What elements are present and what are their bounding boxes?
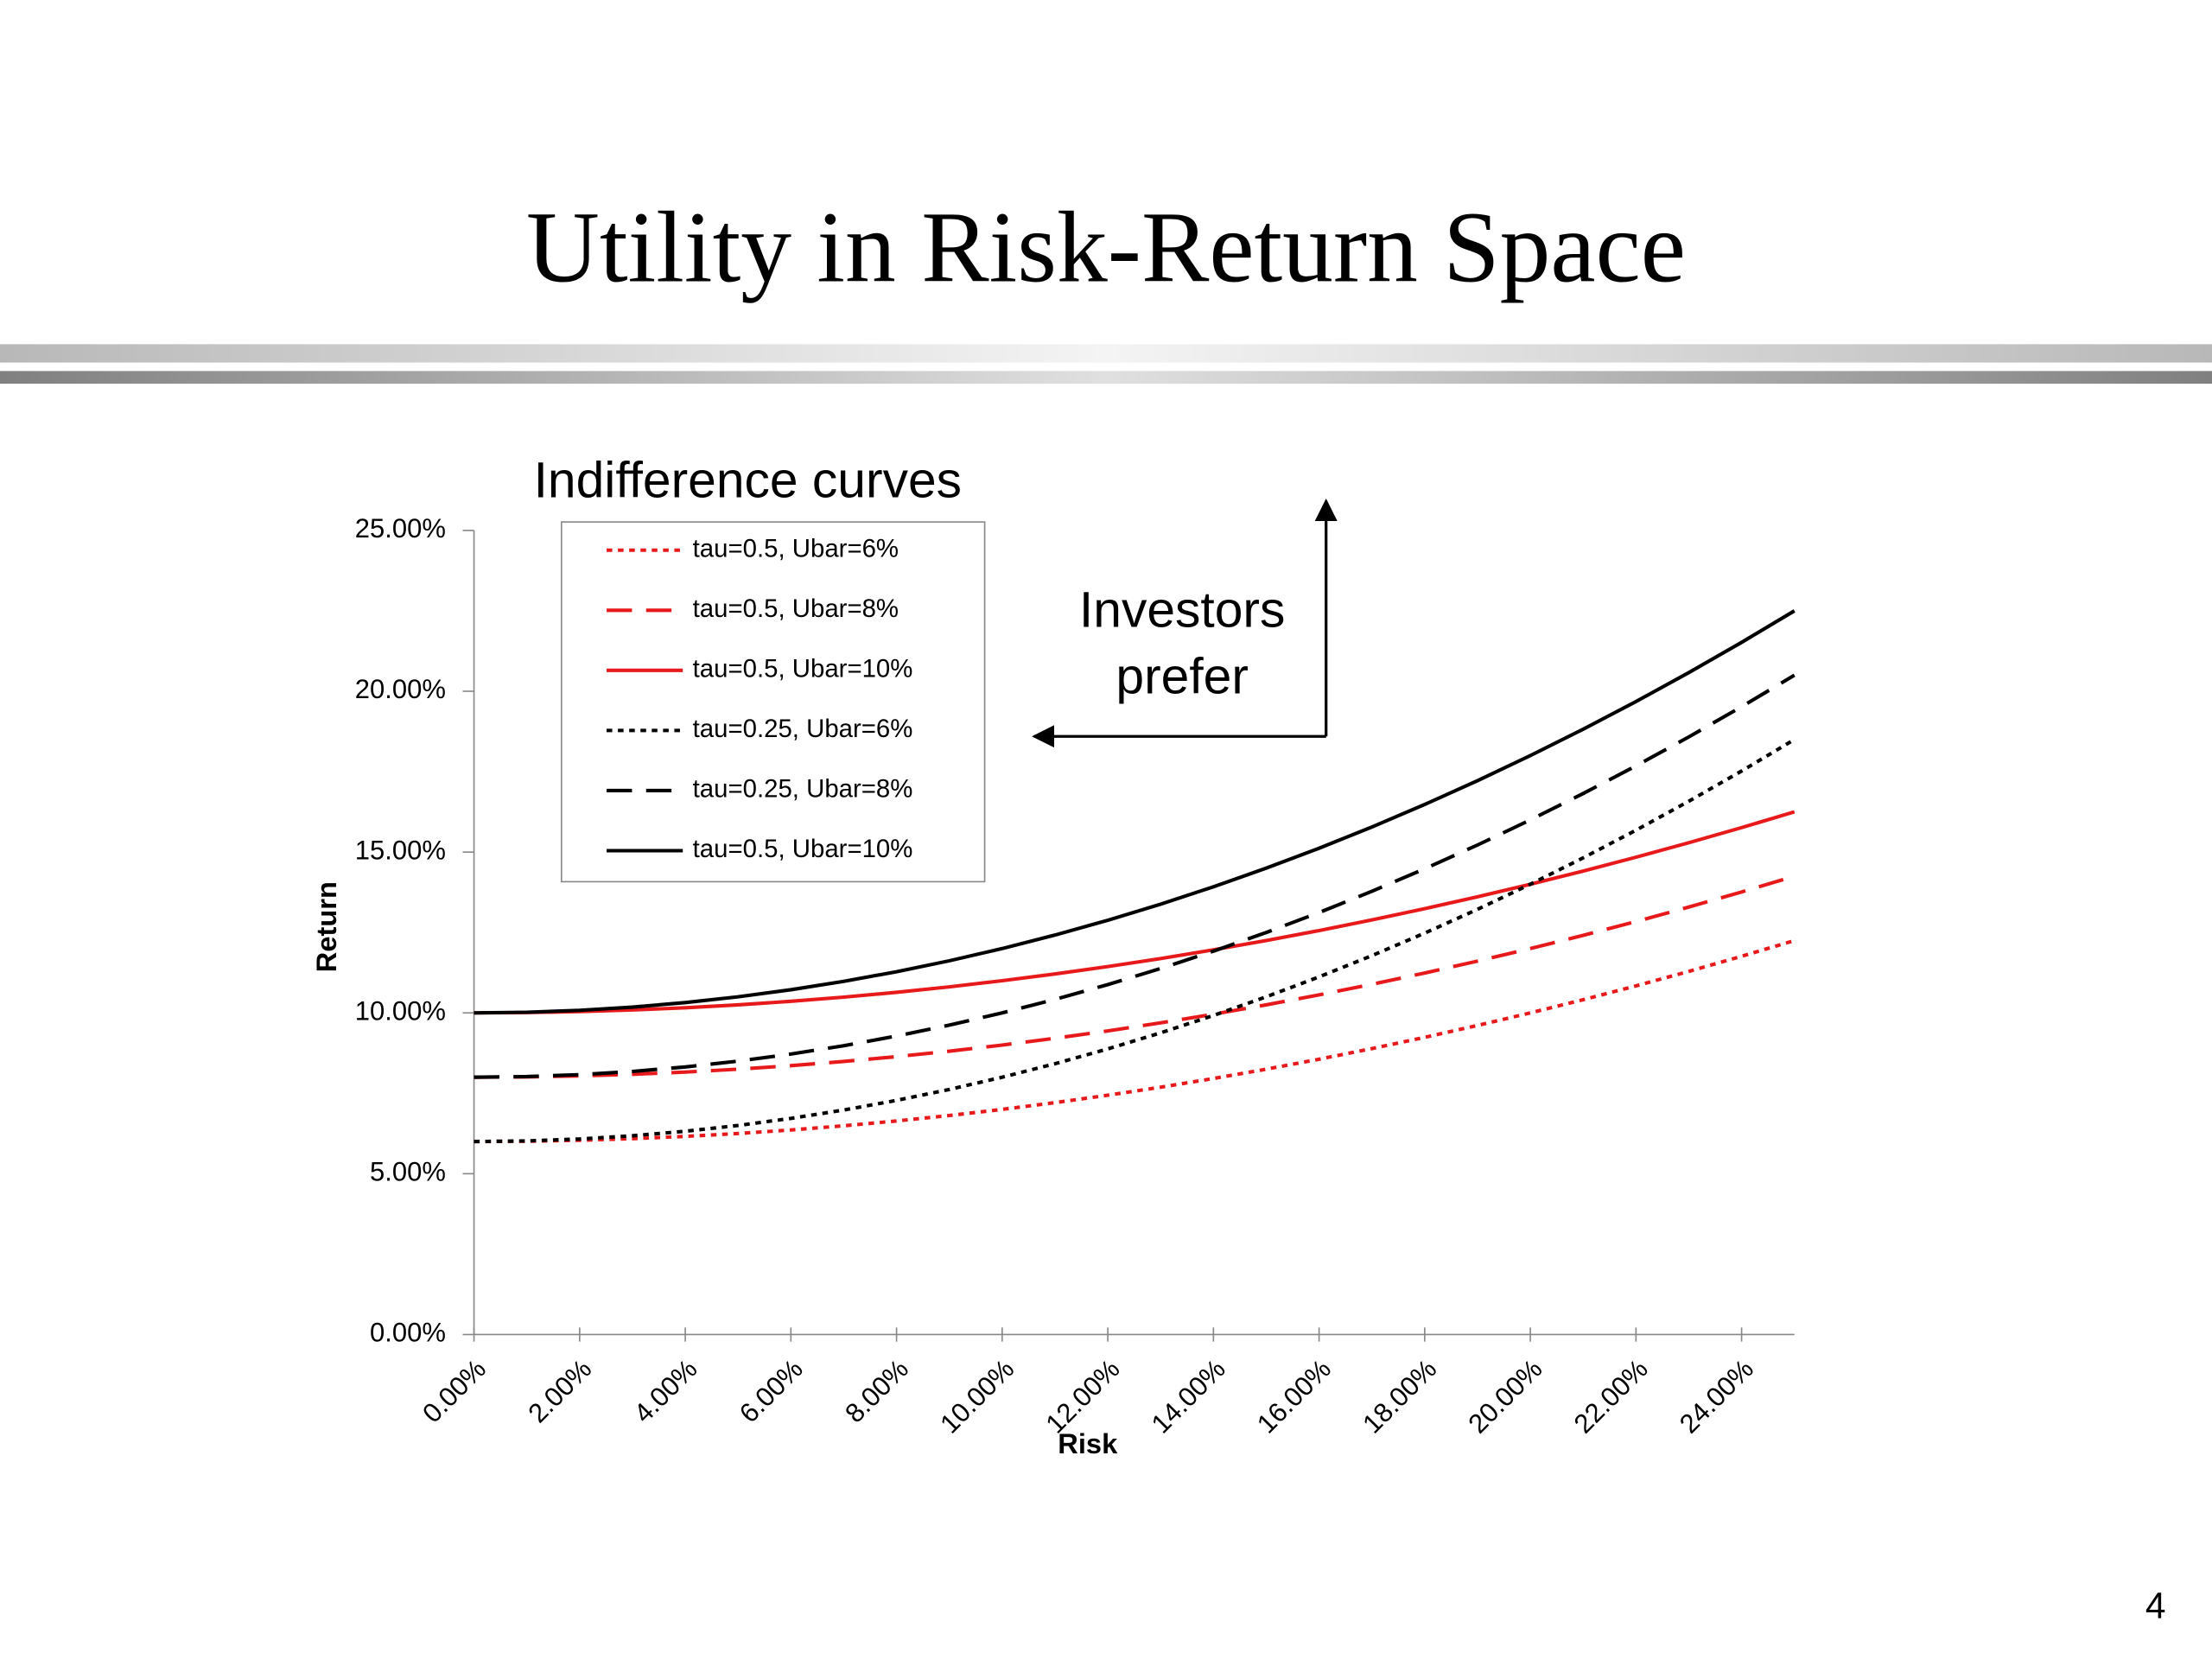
y-axis-label: Return [310,881,342,972]
y-tick-label: 25.00% [355,513,446,543]
y-tick-label: 0.00% [370,1318,446,1348]
x-tick-label: 4.00% [628,1353,703,1428]
series-line [474,673,1796,1079]
x-tick-label: 22.00% [1568,1353,1654,1439]
series-line [474,738,1796,1144]
series-line [474,609,1796,1015]
series-line [474,810,1796,1015]
x-tick-label: 12.00% [1039,1353,1125,1439]
divider [0,344,2212,363]
legend-box [560,521,986,883]
x-tick-label: 0.00% [416,1353,492,1428]
annotation: prefer [1116,648,1249,704]
series-line [474,874,1796,1079]
plot: 0.00% 5.00% 10.00% 15.00% 20.00% 25.00% 0.00% 2… [355,513,1796,1440]
y-tick-label: 20.00% [355,674,446,704]
x-tick-label: 16.00% [1251,1353,1337,1439]
y-tick-label: 5.00% [370,1157,446,1187]
y-tick-label: 10.00% [355,995,446,1026]
chart-title: Indifference curves [534,453,962,509]
page-number: 4 [2145,1585,2166,1625]
x-tick-label: 10.00% [934,1353,1020,1439]
x-tick-label: 24.00% [1674,1353,1759,1439]
legend-label: tau=0.5, Ubar=10% [693,655,913,683]
x-tick-label: 6.00% [734,1353,809,1428]
x-tick-label: 20.00% [1462,1353,1548,1439]
legend-label: tau=0.5, Ubar=8% [693,594,899,623]
legend-label: tau=0.25, Ubar=8% [693,775,913,804]
legend-label: tau=0.25, Ubar=6% [693,715,913,743]
legend-label: tau=0.5, Ubar=6% [693,535,899,563]
x-tick-label: 18.00% [1357,1353,1442,1439]
annotation: Investors [1079,582,1285,639]
slide-title: Utility in Risk-Return Space [526,192,1686,304]
legend-label: tau=0.5, Ubar=10% [693,835,913,863]
divider [0,371,2212,385]
x-tick-label: 2.00% [522,1353,597,1428]
x-tick-label: 8.00% [839,1353,914,1428]
x-axis-label: Risk [1058,1427,1118,1459]
legend: tau=0.5, Ubar=6% tau=0.5, Ubar=8% tau=0.5,… [560,521,986,883]
x-tick-label: 14.00% [1146,1353,1231,1439]
y-tick-label: 15.00% [355,835,446,865]
